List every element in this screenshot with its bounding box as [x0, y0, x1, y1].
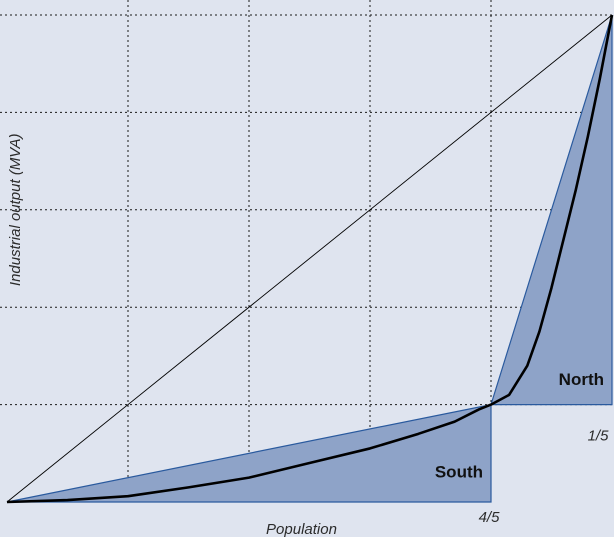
x-axis-label: Population	[266, 521, 337, 537]
south-label: South	[435, 463, 483, 482]
lorenz-curve	[6, 14, 614, 504]
south-region-area	[6, 403, 492, 503]
grid	[0, 0, 614, 502]
tick-label-south: 4/5	[479, 509, 501, 526]
north-label: North	[559, 370, 604, 389]
north-region-area	[490, 14, 613, 406]
equality-line	[6, 14, 613, 503]
y-axis-label: Industrial output (MVA)	[7, 134, 24, 287]
tick-label-north: 1/5	[588, 428, 610, 445]
